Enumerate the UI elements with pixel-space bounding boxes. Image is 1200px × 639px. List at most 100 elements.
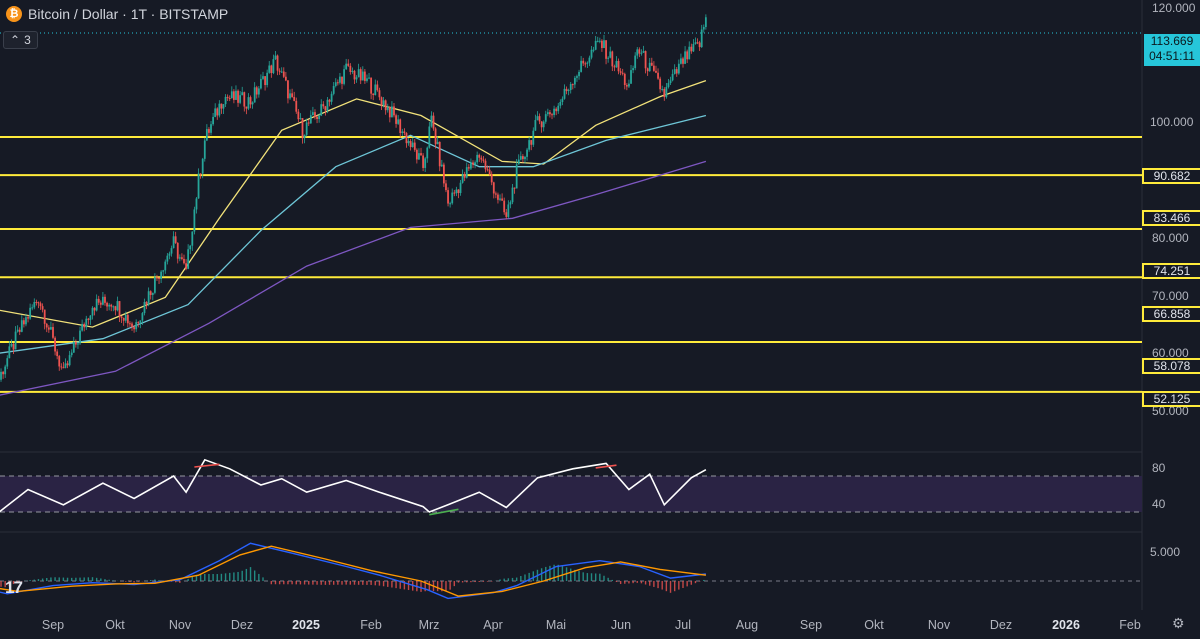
candle-body — [345, 63, 348, 70]
candle-body — [14, 331, 17, 350]
level-label-66858: 66.858 — [1142, 306, 1200, 322]
candle-body — [18, 329, 21, 332]
candle-body — [422, 155, 424, 168]
candle-body — [690, 46, 693, 52]
candle-body — [459, 182, 462, 194]
candle-body — [176, 242, 179, 259]
candle-body — [619, 71, 622, 73]
candle-body — [110, 304, 113, 307]
candle-body — [675, 69, 678, 74]
candle-body — [474, 162, 476, 165]
candle-body — [488, 169, 491, 175]
candle-body — [164, 261, 167, 271]
candle-body — [704, 17, 707, 28]
candle-body — [203, 140, 206, 159]
candle-body — [108, 304, 111, 307]
candle-body — [216, 108, 219, 116]
x-tick-dez: Dez — [230, 618, 254, 632]
candle-body — [694, 42, 697, 44]
candle-body — [276, 55, 279, 71]
candle-body — [652, 65, 655, 71]
candle-body — [700, 29, 703, 48]
gear-icon[interactable]: ⚙ — [1172, 615, 1185, 631]
rsi-divergence-arrow-red — [194, 463, 220, 468]
candle-body — [199, 173, 202, 175]
candle-body — [10, 343, 13, 347]
candle-body — [561, 98, 564, 103]
candle-body — [532, 130, 535, 145]
candle-body — [625, 85, 628, 87]
candle-body — [143, 301, 146, 314]
candle-body — [131, 323, 133, 328]
candle-body — [6, 358, 9, 367]
candle-body — [686, 51, 689, 60]
candle-body — [339, 76, 341, 83]
candle-body — [126, 314, 129, 324]
candle-body — [415, 149, 418, 160]
candle-body — [102, 296, 104, 305]
candle-body — [326, 99, 329, 111]
candle-body — [37, 302, 40, 304]
candle-body — [141, 313, 144, 321]
candle-body — [56, 351, 59, 357]
candle-body — [174, 236, 177, 243]
chevron-up-icon: ⌃ — [10, 33, 21, 47]
candle-body — [218, 103, 221, 116]
candle-body — [530, 140, 533, 145]
candle-body — [555, 108, 558, 112]
candle-body — [592, 49, 595, 51]
candle-body — [29, 307, 32, 319]
candle-body — [503, 200, 506, 213]
candle-body — [25, 317, 27, 325]
candle-body — [636, 49, 639, 56]
y-tick-70000: 70.000 — [1152, 289, 1189, 303]
candle-body — [45, 323, 48, 328]
candle-body — [12, 343, 15, 350]
candle-body — [680, 58, 682, 64]
chart-header: ₿ Bitcoin / Dollar · 1T · BITSTAMP — [6, 6, 228, 22]
candle-body — [124, 314, 127, 321]
candle-body — [682, 58, 684, 64]
candle-body — [235, 90, 237, 100]
candle-body — [509, 202, 512, 205]
candle-body — [47, 327, 50, 330]
candle-body — [170, 248, 173, 254]
candle-body — [630, 70, 632, 84]
candle-body — [168, 253, 171, 256]
candle-body — [135, 322, 138, 330]
candle-body — [442, 164, 445, 184]
candle-body — [341, 76, 343, 84]
indicators-toggle-button[interactable]: ⌃ 3 — [3, 31, 38, 49]
level-label-74251: 74.251 — [1142, 263, 1200, 279]
candle-body — [77, 343, 79, 345]
candle-body — [91, 307, 94, 316]
candle-body — [68, 355, 71, 366]
y-tick-100000: 100.000 — [1150, 115, 1194, 129]
candle-body — [661, 88, 664, 90]
symbol-title[interactable]: Bitcoin / Dollar · 1T · BITSTAMP — [28, 6, 229, 22]
candle-body — [195, 198, 198, 210]
candle-body — [160, 271, 163, 279]
candle-body — [524, 156, 526, 160]
candle-body — [409, 141, 412, 148]
candle-body — [511, 187, 514, 203]
candle-body — [632, 68, 634, 71]
indicator-count: 3 — [24, 33, 31, 47]
candle-body — [526, 149, 528, 157]
candle-body — [465, 167, 468, 178]
x-tick-nov: Nov — [168, 618, 192, 632]
candle-body — [478, 154, 481, 158]
candle-body — [482, 159, 485, 161]
candle-body — [598, 40, 601, 42]
candle-body — [193, 209, 196, 232]
candle-body — [644, 51, 647, 69]
y-tick-120000: 120.000 — [1152, 1, 1196, 15]
candle-body — [197, 173, 200, 199]
candle-body — [673, 69, 676, 74]
candle-body — [567, 90, 570, 92]
candle-body — [89, 315, 92, 320]
candle-body — [178, 257, 181, 259]
candle-body — [324, 106, 327, 111]
candle-body — [153, 277, 156, 293]
